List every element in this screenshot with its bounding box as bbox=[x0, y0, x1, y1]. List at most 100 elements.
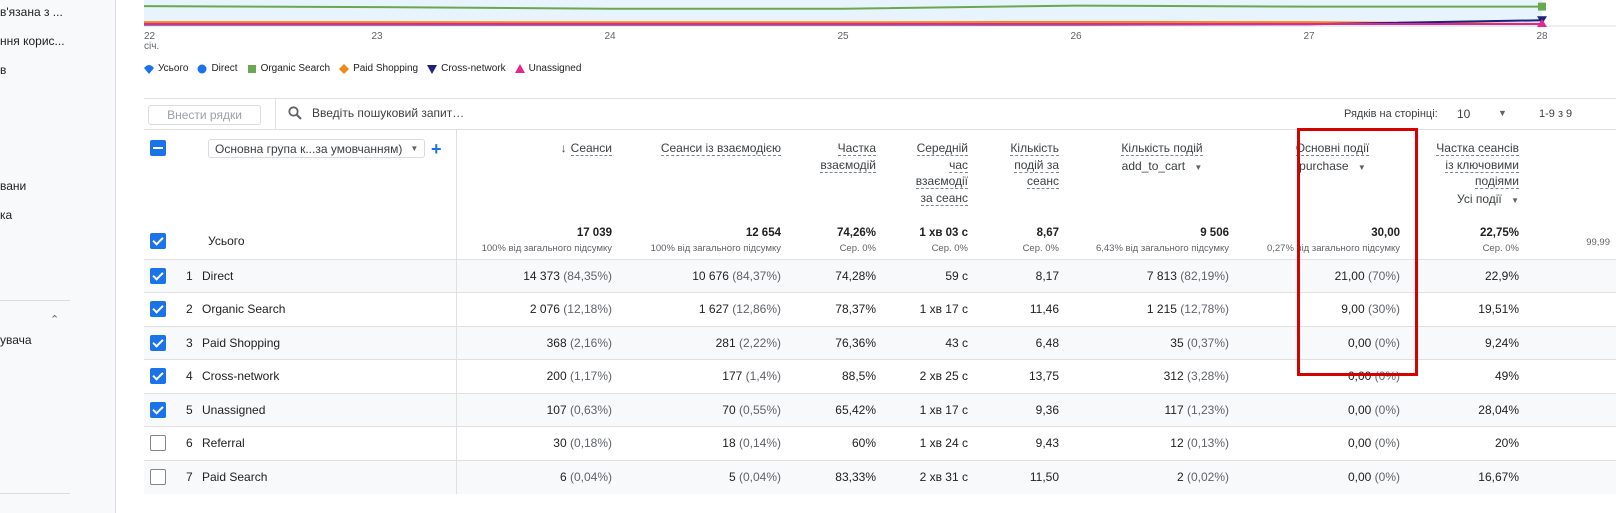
column-header-label[interactable]: Кількість подій bbox=[1121, 141, 1203, 156]
totals-checkbox[interactable] bbox=[150, 232, 166, 249]
column-header-label[interactable]: подіями bbox=[1474, 174, 1519, 189]
total-value: 8,67 bbox=[1036, 227, 1059, 240]
column-header-label[interactable]: за сеанс bbox=[920, 190, 968, 206]
metric-value: 28,04% bbox=[1478, 402, 1519, 417]
row-checkbox[interactable] bbox=[150, 368, 166, 385]
sidebar-item[interactable]: ння корис... bbox=[0, 34, 65, 48]
metric-value: 18 bbox=[722, 436, 736, 451]
total-cell: 22,75% Сер. 0% bbox=[1406, 223, 1525, 259]
table-row[interactable]: 1 Direct 14 373 (84,35%) 10 676 (84,37%) 74,… bbox=[144, 258, 1616, 293]
row-checkbox[interactable] bbox=[150, 435, 166, 452]
column-header-label[interactable]: Частка сеансів bbox=[1436, 141, 1519, 156]
table-row[interactable]: 2 Organic Search 2 076 (12,18%) 1 627 (12,8… bbox=[144, 292, 1616, 326]
metric-cell: 60% bbox=[787, 426, 882, 460]
pagination-info: 1-9 з 9 bbox=[1539, 108, 1573, 120]
total-value: 12 654 bbox=[745, 227, 781, 240]
search-icon bbox=[288, 106, 302, 120]
table-toolbar: Внести рядки Введіть пошуковий запит… Ря… bbox=[144, 98, 1616, 130]
sidebar-item[interactable]: увача bbox=[0, 333, 32, 347]
legend-item[interactable]: Cross-network bbox=[427, 63, 506, 74]
channel-name[interactable]: Direct bbox=[202, 258, 456, 293]
metric-percent: (84,35%) bbox=[563, 268, 612, 283]
metric-value: 43 с bbox=[945, 335, 968, 350]
x-tick-label: 26 bbox=[1070, 31, 1082, 42]
row-checkbox[interactable] bbox=[150, 267, 166, 284]
legend-item[interactable]: Усього bbox=[144, 63, 188, 74]
x-tick-label: 25 bbox=[837, 31, 849, 42]
sidebar-item[interactable]: ка bbox=[0, 208, 13, 222]
channel-name[interactable]: Cross-network bbox=[202, 359, 456, 393]
dropdown-arrow-icon: ▼ bbox=[410, 144, 419, 154]
dropdown-arrow-icon[interactable]: ▼ bbox=[1498, 108, 1507, 118]
add-dimension-plus-icon[interactable]: + bbox=[431, 139, 442, 159]
chevron-up-icon[interactable]: ⌃ bbox=[50, 314, 60, 326]
totals-label: Усього bbox=[208, 233, 245, 248]
metric-value: 368 bbox=[546, 335, 567, 350]
series-line-organic-search bbox=[144, 4, 1542, 10]
column-header-label[interactable]: Основні події bbox=[1295, 141, 1370, 156]
sidebar-item[interactable]: вани bbox=[0, 179, 27, 193]
metric-cell: 21,00 (70%) bbox=[1235, 258, 1406, 293]
column-header-label[interactable]: із ключовими bbox=[1445, 157, 1519, 173]
sidebar-item[interactable]: в bbox=[0, 63, 7, 77]
column-filter-select[interactable]: add_to_cart ▼ bbox=[1095, 158, 1229, 177]
column-header-label[interactable]: взаємодії bbox=[915, 174, 968, 189]
metric-value: 0,00 bbox=[1347, 369, 1372, 384]
sort-arrow-icon[interactable]: ↓ bbox=[560, 141, 567, 155]
metric-value: 16,67% bbox=[1478, 470, 1519, 484]
row-checkbox-cell bbox=[144, 392, 176, 427]
legend-item[interactable]: Paid Shopping bbox=[339, 63, 418, 74]
toolbar-divider bbox=[275, 99, 276, 130]
column-header-label[interactable]: Середній bbox=[916, 141, 968, 156]
column-header-label[interactable]: сеанс bbox=[1027, 174, 1059, 189]
legend-item[interactable]: Organic Search bbox=[247, 63, 330, 74]
total-sub: Сер. 0% bbox=[1022, 243, 1059, 255]
column-header: Частка взаємодій bbox=[787, 130, 882, 223]
metric-cell: 9,43 bbox=[974, 426, 1065, 460]
table-row[interactable]: 4 Cross-network 200 (1,17%) 177 (1,4%) 88,5%… bbox=[144, 359, 1616, 393]
legend-triangle-up-icon bbox=[514, 63, 525, 74]
row-checkbox[interactable] bbox=[150, 301, 166, 318]
table-row[interactable]: 6 Referral 30 (0,18%) 18 (0,14%) 60% 1 хв 24 … bbox=[144, 426, 1616, 460]
column-filter-label: purchase bbox=[1299, 158, 1349, 173]
column-header-label[interactable]: взаємодій bbox=[820, 157, 876, 173]
channel-name[interactable]: Referral bbox=[202, 426, 456, 460]
metric-value: 6 bbox=[559, 470, 567, 484]
table-row[interactable]: 7 Paid Search 6 (0,04%) 5 (0,04%) 83,33% 2 хв… bbox=[144, 459, 1616, 494]
column-header-label[interactable]: Кількість bbox=[1010, 141, 1059, 156]
legend-item[interactable]: Unassigned bbox=[514, 63, 581, 74]
channel-name[interactable]: Paid Search bbox=[202, 459, 456, 494]
table-row[interactable]: 5 Unassigned 107 (0,63%) 70 (0,55%) 65,42% 1 … bbox=[144, 392, 1616, 427]
column-header-label[interactable]: Частка bbox=[837, 141, 876, 156]
metric-value: 9,43 bbox=[1035, 436, 1059, 451]
sidebar-item[interactable]: в'язана з ... bbox=[0, 5, 63, 19]
add-rows-button[interactable]: Внести рядки bbox=[148, 105, 261, 125]
table-row[interactable]: 3 Paid Shopping 368 (2,16%) 281 (2,22%) 76,3… bbox=[144, 325, 1616, 360]
column-header-label[interactable]: Сеанси bbox=[570, 141, 612, 156]
column-filter-select[interactable]: purchase ▼ bbox=[1265, 158, 1400, 177]
legend-circle-icon bbox=[197, 64, 207, 74]
total-sub: Сер. 0% bbox=[931, 243, 968, 255]
column-header-label[interactable]: подій за bbox=[1014, 157, 1059, 173]
search-placeholder: Введіть пошуковий запит… bbox=[312, 106, 465, 120]
column-filter-select[interactable]: Усі події ▼ bbox=[1406, 191, 1519, 210]
metric-cell: 2 хв 31 с bbox=[882, 459, 974, 494]
channel-name[interactable]: Organic Search bbox=[202, 292, 456, 326]
channel-name[interactable]: Unassigned bbox=[202, 392, 456, 427]
dimension-select[interactable]: Основна група к...за умовчанням) ▼ bbox=[208, 139, 425, 159]
metric-cell: 2 076 (12,18%) bbox=[455, 292, 618, 326]
legend-item[interactable]: Direct bbox=[197, 63, 238, 74]
row-index: 7 bbox=[176, 459, 202, 494]
search-input[interactable]: Введіть пошуковий запит… bbox=[288, 106, 464, 120]
rows-per-page-select[interactable]: 10 bbox=[1457, 107, 1471, 121]
select-all-checkbox[interactable] bbox=[150, 140, 166, 156]
metric-value: 5 bbox=[728, 470, 736, 484]
column-header-label[interactable]: Сеанси із взаємодією bbox=[660, 141, 781, 156]
channel-name[interactable]: Paid Shopping bbox=[202, 325, 456, 360]
row-checkbox[interactable] bbox=[150, 469, 166, 485]
metric-cell: 9,36 bbox=[974, 392, 1065, 427]
metric-value: 9,24% bbox=[1484, 335, 1519, 350]
column-header-label[interactable]: час bbox=[949, 157, 968, 173]
row-checkbox[interactable] bbox=[150, 401, 166, 418]
row-checkbox[interactable] bbox=[150, 334, 166, 351]
